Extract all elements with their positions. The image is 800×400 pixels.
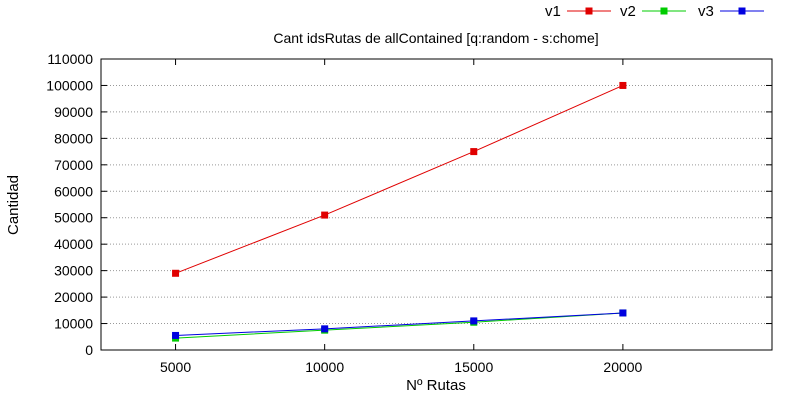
x-tick-label: 20000 <box>603 359 642 375</box>
data-point-v1 <box>321 211 329 219</box>
legend-label-v2: v2 <box>620 3 636 20</box>
legend-label-v1: v1 <box>545 3 561 20</box>
x-tick-label: 10000 <box>305 359 344 375</box>
y-axis: 0 10000 20000 30000 40000 50000 60000 70000 8000… <box>46 51 772 358</box>
grid <box>101 84 772 325</box>
x-tick-label: 15000 <box>454 359 493 375</box>
y-tick-label: 80000 <box>54 130 93 146</box>
plot-frame <box>100 58 773 351</box>
data-point-v3 <box>321 325 329 333</box>
y-tick-label: 20000 <box>54 289 93 305</box>
y-tick-label: 50000 <box>54 210 93 226</box>
y-tick-label: 60000 <box>54 183 93 199</box>
series-line-v3 <box>175 312 623 336</box>
y-tick-label: 10000 <box>54 316 93 332</box>
legend-marker-v3 <box>738 7 746 15</box>
data-point-v3 <box>172 331 180 339</box>
y-tick-label: 30000 <box>54 263 93 279</box>
y-tick-label: 110000 <box>47 51 93 67</box>
legend-label-v3: v3 <box>698 3 714 20</box>
series-v3 <box>172 309 627 339</box>
legend-marker-v1 <box>585 7 593 15</box>
series-line-v1 <box>175 84 624 274</box>
chart-title: Cant idsRutas de allContained [q:random … <box>273 30 598 46</box>
y-tick-label: 70000 <box>54 157 93 173</box>
legend-marker-v2 <box>660 7 668 15</box>
data-point-v1 <box>172 269 180 277</box>
series-layer <box>172 81 627 342</box>
series-line-v2 <box>175 312 623 339</box>
y-tick-label: 90000 <box>54 104 93 120</box>
legend: v1 v2 v3 <box>545 3 764 20</box>
data-point-v1 <box>470 148 478 156</box>
data-point-v3 <box>619 309 627 317</box>
y-axis-label: Cantidad <box>5 175 22 235</box>
x-tick-label: 5000 <box>160 359 191 375</box>
y-tick-label: 40000 <box>54 236 93 252</box>
series-v2 <box>172 309 627 342</box>
y-tick-label: 100000 <box>46 77 93 93</box>
series-v1 <box>172 81 627 277</box>
x-axis: 5000 10000 15000 20000 <box>160 59 643 375</box>
y-tick-label: 0 <box>85 342 93 358</box>
data-point-v3 <box>470 317 478 325</box>
x-axis-label: Nº Rutas <box>406 377 466 394</box>
data-point-v1 <box>619 81 627 89</box>
